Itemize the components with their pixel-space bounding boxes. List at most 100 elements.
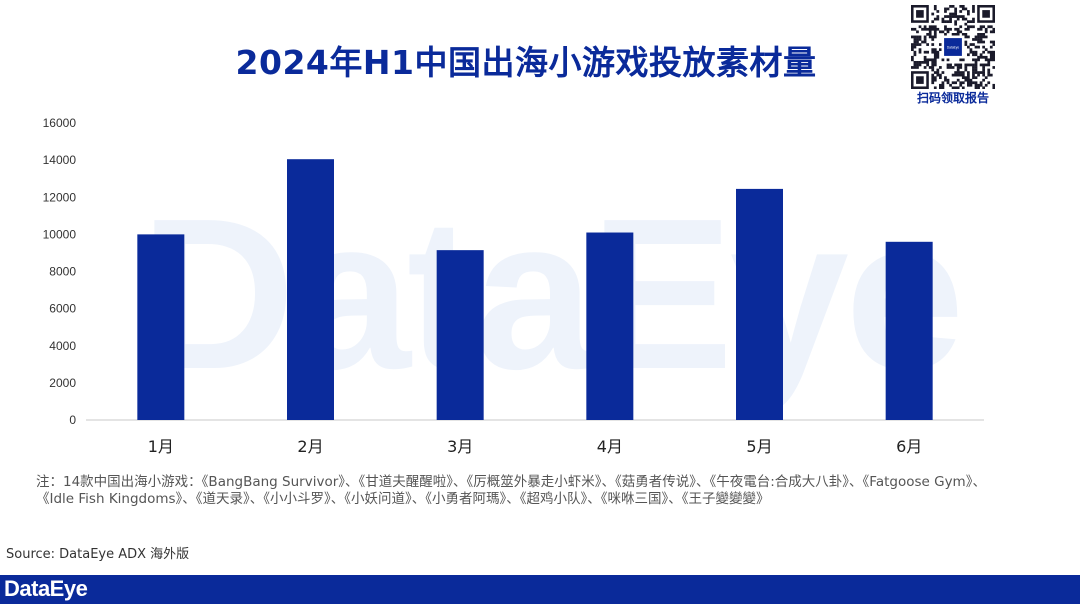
- qr-module: [916, 43, 919, 46]
- qr-module: [954, 10, 958, 13]
- qr-module: [967, 76, 970, 80]
- qr-module: [911, 58, 914, 62]
- qr-module: [956, 68, 960, 72]
- y-tick-label: 16000: [43, 116, 77, 130]
- qr-module: [946, 78, 950, 82]
- qr-module: [918, 25, 922, 29]
- qr-module: [982, 68, 986, 72]
- qr-module: [956, 73, 960, 77]
- qr-module: [939, 86, 942, 90]
- qr-module: [961, 17, 965, 21]
- qr-module: [982, 66, 986, 69]
- qr-module: [967, 83, 970, 87]
- qr-module: [987, 61, 991, 64]
- qr-module: [926, 43, 930, 46]
- qr-module: [984, 63, 988, 67]
- qr-module: [979, 63, 983, 67]
- x-tick-label: 4月: [597, 437, 623, 456]
- qr-module: [984, 83, 988, 87]
- qr-module: [933, 5, 937, 8]
- qr-module: [956, 63, 960, 67]
- qr-module: [941, 58, 945, 62]
- qr-module: [979, 71, 983, 74]
- qr-module: [931, 66, 935, 69]
- qr-module: [951, 33, 955, 36]
- qr-module: [969, 50, 973, 54]
- qr-module: [972, 20, 975, 24]
- qr-module: [974, 45, 978, 49]
- qr-module: [987, 25, 991, 29]
- qr-module: [979, 35, 983, 39]
- qr-module: [989, 40, 993, 44]
- qr-module: [931, 12, 935, 16]
- qr-module: [967, 10, 970, 13]
- qr-module: [964, 27, 968, 31]
- qr-module: [913, 38, 917, 41]
- qr-module: [916, 63, 919, 67]
- qr-module: [916, 40, 919, 44]
- qr-module: [992, 43, 996, 46]
- qr-module: [936, 71, 940, 74]
- qr-module: [939, 30, 942, 34]
- qr-module: [939, 43, 942, 46]
- qr-module: [949, 5, 952, 8]
- qr-module: [944, 7, 947, 11]
- qr-module: [928, 27, 932, 31]
- qr-module: [916, 61, 919, 64]
- qr-module: [911, 27, 914, 31]
- qr-module: [916, 30, 919, 34]
- qr-module: [933, 71, 937, 74]
- qr-module: [967, 78, 970, 82]
- qr-module: [923, 58, 927, 62]
- qr-module: [956, 78, 960, 82]
- qr-module: [913, 61, 917, 64]
- qr-module: [918, 63, 922, 67]
- qr-module: [954, 73, 958, 77]
- qr-module: [964, 33, 968, 36]
- qr-module: [944, 76, 947, 80]
- bar: [137, 234, 185, 420]
- qr-module: [946, 30, 950, 34]
- qr-code: DataEye: [911, 5, 996, 90]
- qr-module: [933, 30, 937, 34]
- qr-module: [979, 53, 983, 57]
- qr-module: [979, 83, 983, 87]
- qr-module: [949, 12, 952, 16]
- qr-module: [911, 55, 914, 59]
- qr-module: [926, 33, 930, 36]
- qr-module: [936, 68, 940, 72]
- qr-module: [923, 35, 927, 39]
- qr-module: [916, 38, 919, 41]
- qr-module: [972, 7, 975, 11]
- qr-module: [936, 53, 940, 57]
- qr-module: [933, 58, 937, 62]
- qr-module: [974, 81, 978, 85]
- qr-module: [987, 73, 991, 77]
- bar-chart: 0 2000 4000 6000 8000 10000 12000 14000 16000 1月 2…: [43, 116, 984, 456]
- qr-module: [916, 66, 919, 69]
- qr-module: [939, 76, 942, 80]
- qr-module: [944, 78, 947, 82]
- qr-module: [946, 7, 950, 11]
- qr-module: [987, 81, 991, 85]
- qr-module: [928, 35, 932, 39]
- qr-module: [921, 61, 924, 64]
- qr-module: [936, 27, 940, 31]
- qr-module: [931, 76, 935, 80]
- qr-module: [923, 25, 927, 29]
- qr-module: [956, 86, 960, 90]
- qr-module: [964, 63, 968, 67]
- footer-logo: DataEye: [4, 576, 88, 601]
- qr-module: [974, 83, 978, 87]
- qr-module: [954, 63, 958, 67]
- qr-module: [984, 55, 988, 59]
- qr-module: [967, 45, 970, 49]
- qr-module: [956, 66, 960, 69]
- qr-module: [946, 66, 950, 69]
- qr-module: [964, 17, 968, 21]
- qr-module: [974, 53, 978, 57]
- qr-module: [961, 71, 965, 74]
- qr-module: [989, 30, 993, 34]
- qr-module: [951, 86, 955, 90]
- source-text: Source: DataEye ADX 海外版: [6, 547, 190, 562]
